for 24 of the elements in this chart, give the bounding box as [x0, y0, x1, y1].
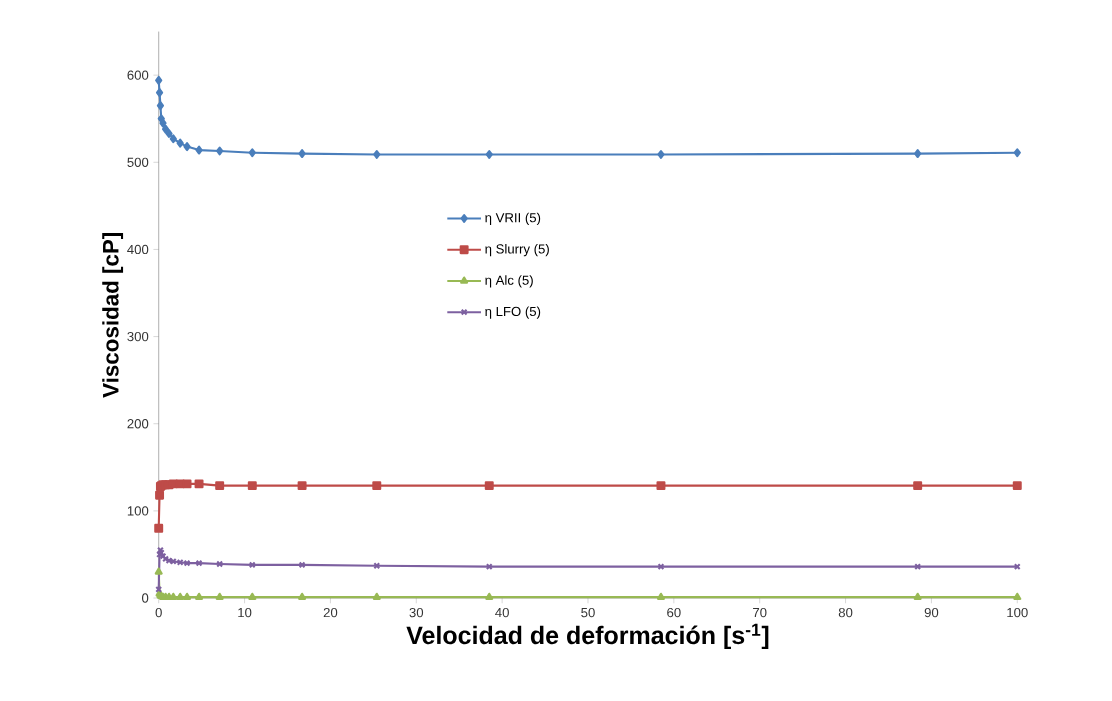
x-tick-label: 10	[238, 608, 252, 618]
x-axis-title: Velocidad de deformación [s$^{-1}$]	[406, 623, 769, 650]
y-tick-label: 200	[127, 419, 149, 429]
x-tick-label: 40	[495, 608, 509, 618]
x-tick-label: 100	[1007, 608, 1028, 618]
x-tick-label: 60	[667, 608, 681, 618]
legend-label: η Alc (5)	[485, 275, 533, 288]
y-axis-title: Viscosidad [cP]	[102, 233, 124, 398]
y-tick-label: 400	[127, 244, 149, 255]
x-tick-label: 0	[155, 608, 162, 618]
x-tick-label: 50	[581, 608, 595, 618]
x-tick-label: 70	[753, 608, 767, 618]
legend-label: η LFO (5)	[485, 306, 541, 319]
y-tick-label: 0	[141, 593, 149, 603]
y-tick-label: 100	[127, 506, 149, 516]
x-tick-label: 20	[323, 608, 338, 618]
y-tick-label: 600	[127, 70, 149, 80]
x-tick-label: 80	[838, 608, 853, 618]
x-tick-label: 90	[924, 608, 939, 618]
legend-label: η VRII (5)	[485, 212, 541, 226]
legend-label: η Slurry (5)	[485, 244, 549, 257]
y-tick-label: 500	[127, 157, 149, 168]
y-tick-label: 300	[127, 332, 149, 342]
x-tick-label: 30	[409, 608, 424, 618]
